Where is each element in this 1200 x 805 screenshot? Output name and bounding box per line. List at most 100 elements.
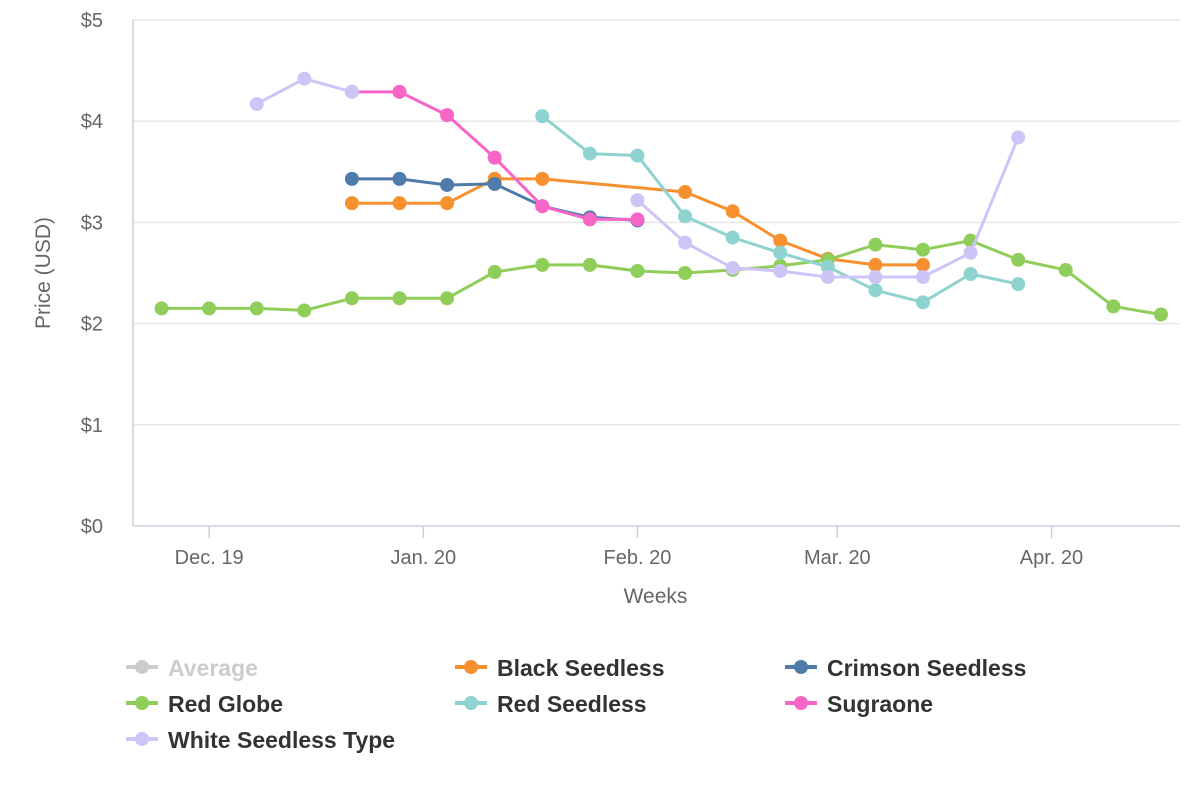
legend-label: Black Seedless xyxy=(497,655,665,681)
data-point-red-seedless[interactable] xyxy=(820,259,835,274)
legend-item-white-seedless-type[interactable]: White Seedless Type xyxy=(126,727,395,753)
y-tick-label: $1 xyxy=(81,415,103,437)
data-point-black-seedless[interactable] xyxy=(916,257,931,272)
data-point-red-globe[interactable] xyxy=(916,242,931,257)
data-point-crimson-seedless[interactable] xyxy=(440,177,455,192)
data-point-red-seedless[interactable] xyxy=(678,209,693,224)
series-white-seedless-type xyxy=(249,71,1026,285)
data-point-red-seedless[interactable] xyxy=(963,267,978,282)
series-plot-area xyxy=(154,71,1168,322)
legend-item-average[interactable]: Average xyxy=(126,655,258,681)
x-tick-label: Mar. 20 xyxy=(804,547,871,569)
legend-item-red-globe[interactable]: Red Globe xyxy=(126,691,283,717)
data-point-red-globe[interactable] xyxy=(202,301,217,316)
data-point-red-globe[interactable] xyxy=(440,291,455,306)
legend-label: White Seedless Type xyxy=(168,727,395,753)
data-point-red-globe[interactable] xyxy=(249,301,264,316)
x-tick-label: Dec. 19 xyxy=(175,547,244,569)
legend-label: Crimson Seedless xyxy=(827,655,1026,681)
data-point-red-seedless[interactable] xyxy=(773,245,788,260)
data-point-red-globe[interactable] xyxy=(630,263,645,278)
data-point-black-seedless[interactable] xyxy=(773,233,788,248)
data-point-red-globe[interactable] xyxy=(154,301,169,316)
data-point-black-seedless[interactable] xyxy=(344,196,359,211)
legend-label: Sugraone xyxy=(827,691,933,717)
legend-label: Average xyxy=(168,655,258,681)
data-point-black-seedless[interactable] xyxy=(392,196,407,211)
legend-symbol-marker xyxy=(464,696,478,710)
x-axis-title: Weeks xyxy=(624,585,688,608)
legend-item-red-seedless[interactable]: Red Seedless xyxy=(455,691,647,717)
data-point-red-globe[interactable] xyxy=(678,266,693,280)
data-point-red-seedless[interactable] xyxy=(535,109,550,124)
data-point-red-globe[interactable] xyxy=(344,291,359,306)
legend-label: Red Seedless xyxy=(497,691,647,717)
legend-symbol-marker xyxy=(135,696,149,710)
data-point-red-seedless[interactable] xyxy=(916,295,931,310)
data-point-white-seedless-type[interactable] xyxy=(773,263,788,278)
data-point-red-globe[interactable] xyxy=(487,264,502,279)
data-point-black-seedless[interactable] xyxy=(868,257,883,272)
legend-item-black-seedless[interactable]: Black Seedless xyxy=(455,655,665,681)
data-point-red-globe[interactable] xyxy=(1011,252,1026,267)
data-point-sugraone[interactable] xyxy=(440,108,455,123)
data-point-white-seedless-type[interactable] xyxy=(344,84,359,99)
data-point-sugraone[interactable] xyxy=(535,199,550,214)
data-point-white-seedless-type[interactable] xyxy=(678,235,693,250)
x-tick-label: Apr. 20 xyxy=(1020,547,1083,569)
data-point-red-globe[interactable] xyxy=(1106,299,1121,314)
legend-item-crimson-seedless[interactable]: Crimson Seedless xyxy=(785,655,1026,681)
data-point-sugraone[interactable] xyxy=(630,212,645,227)
data-point-black-seedless[interactable] xyxy=(678,185,693,200)
data-point-white-seedless-type[interactable] xyxy=(297,71,312,86)
data-point-red-globe[interactable] xyxy=(868,237,883,252)
data-point-red-globe[interactable] xyxy=(1058,262,1073,277)
data-point-crimson-seedless[interactable] xyxy=(392,171,407,186)
grid-lines xyxy=(133,19,1180,426)
y-tick-label: $4 xyxy=(81,111,103,133)
data-point-red-globe[interactable] xyxy=(1153,307,1168,322)
data-point-red-seedless[interactable] xyxy=(1011,277,1026,292)
y-tick-label: $2 xyxy=(81,314,103,336)
data-point-sugraone[interactable] xyxy=(392,84,407,99)
series-sugraone xyxy=(344,84,645,227)
data-point-red-seedless[interactable] xyxy=(868,283,883,298)
data-point-red-globe[interactable] xyxy=(582,257,597,272)
legend-item-sugraone[interactable]: Sugraone xyxy=(785,691,933,717)
y-tick-label: $0 xyxy=(81,516,103,538)
data-point-red-globe[interactable] xyxy=(535,257,550,272)
legend-symbol-marker xyxy=(794,696,808,710)
data-point-red-seedless[interactable] xyxy=(725,230,740,245)
data-point-white-seedless-type[interactable] xyxy=(963,245,978,260)
data-point-sugraone[interactable] xyxy=(582,212,597,227)
data-point-crimson-seedless[interactable] xyxy=(487,176,502,191)
legend-symbol-marker xyxy=(464,660,478,674)
data-point-black-seedless[interactable] xyxy=(440,196,455,211)
data-point-crimson-seedless[interactable] xyxy=(344,171,359,186)
data-point-black-seedless[interactable] xyxy=(535,171,550,186)
data-point-white-seedless-type[interactable] xyxy=(249,96,264,111)
data-point-black-seedless[interactable] xyxy=(725,204,740,219)
series-line-red-globe xyxy=(160,239,1163,316)
y-tick-label: $3 xyxy=(81,212,103,234)
axes: $0 $1 $2 $3 $4 $5 Dec. 19 Jan. 20 Feb. 20 Mar. 20… xyxy=(81,10,1180,569)
data-point-white-seedless-type[interactable] xyxy=(630,193,645,208)
legend-label: Red Globe xyxy=(168,691,283,717)
data-point-red-seedless[interactable] xyxy=(630,148,645,163)
data-point-white-seedless-type[interactable] xyxy=(1011,130,1026,145)
data-point-white-seedless-type[interactable] xyxy=(725,260,740,275)
data-point-red-globe[interactable] xyxy=(297,303,312,318)
data-point-red-globe[interactable] xyxy=(392,291,407,306)
y-tick-label: $5 xyxy=(81,10,103,32)
data-point-white-seedless-type[interactable] xyxy=(820,270,835,285)
data-point-white-seedless-type[interactable] xyxy=(916,270,931,285)
series-red-seedless xyxy=(535,109,1026,310)
y-axis-title: Price (USD) xyxy=(32,217,55,329)
legend-symbol-marker xyxy=(794,660,808,674)
legend-symbol-marker xyxy=(135,660,149,674)
data-point-white-seedless-type[interactable] xyxy=(868,270,883,285)
data-point-sugraone[interactable] xyxy=(487,150,502,165)
x-tick-label: Jan. 20 xyxy=(390,547,456,569)
data-point-red-seedless[interactable] xyxy=(582,146,597,161)
